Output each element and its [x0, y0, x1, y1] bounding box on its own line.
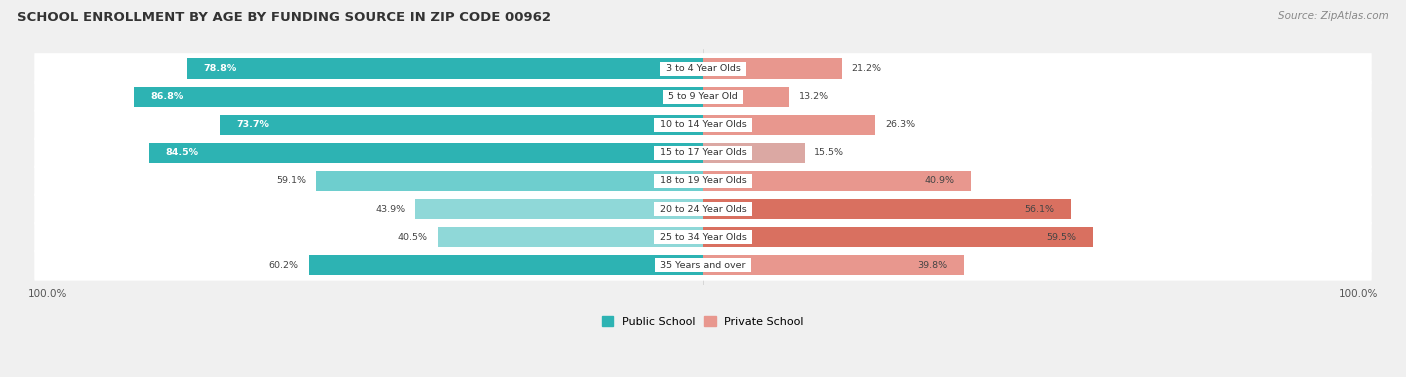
Bar [437, 227, 703, 247]
Text: 18 to 19 Year Olds: 18 to 19 Year Olds [657, 176, 749, 185]
Bar [703, 255, 963, 275]
Text: 15 to 17 Year Olds: 15 to 17 Year Olds [657, 148, 749, 157]
FancyBboxPatch shape [34, 193, 1372, 224]
Text: 59.1%: 59.1% [276, 176, 307, 185]
Bar [703, 115, 876, 135]
Text: 60.2%: 60.2% [269, 261, 298, 270]
Text: 20 to 24 Year Olds: 20 to 24 Year Olds [657, 204, 749, 213]
FancyBboxPatch shape [34, 250, 1372, 280]
Bar [703, 58, 842, 79]
Text: Source: ZipAtlas.com: Source: ZipAtlas.com [1278, 11, 1389, 21]
Text: 40.9%: 40.9% [925, 176, 955, 185]
Text: 84.5%: 84.5% [166, 148, 198, 157]
Text: 39.8%: 39.8% [917, 261, 948, 270]
Text: SCHOOL ENROLLMENT BY AGE BY FUNDING SOURCE IN ZIP CODE 00962: SCHOOL ENROLLMENT BY AGE BY FUNDING SOUR… [17, 11, 551, 24]
FancyBboxPatch shape [34, 166, 1372, 196]
Text: 35 Years and over: 35 Years and over [657, 261, 749, 270]
FancyBboxPatch shape [34, 137, 1372, 168]
Bar [415, 199, 703, 219]
Text: 10 to 14 Year Olds: 10 to 14 Year Olds [657, 120, 749, 129]
Text: 21.2%: 21.2% [852, 64, 882, 73]
Bar [187, 58, 703, 79]
Text: 15.5%: 15.5% [814, 148, 845, 157]
FancyBboxPatch shape [34, 81, 1372, 112]
Bar [703, 171, 972, 191]
Text: 78.8%: 78.8% [202, 64, 236, 73]
Legend: Public School, Private School: Public School, Private School [598, 312, 808, 331]
Bar [703, 87, 790, 107]
Text: 3 to 4 Year Olds: 3 to 4 Year Olds [662, 64, 744, 73]
FancyBboxPatch shape [34, 53, 1372, 84]
FancyBboxPatch shape [34, 222, 1372, 253]
Text: 86.8%: 86.8% [150, 92, 184, 101]
FancyBboxPatch shape [34, 109, 1372, 140]
Bar [316, 171, 703, 191]
Text: 25 to 34 Year Olds: 25 to 34 Year Olds [657, 233, 749, 242]
Bar [308, 255, 703, 275]
Text: 40.5%: 40.5% [398, 233, 427, 242]
Bar [221, 115, 703, 135]
Bar [149, 143, 703, 163]
Bar [703, 143, 804, 163]
Text: 56.1%: 56.1% [1024, 204, 1054, 213]
Bar [703, 227, 1092, 247]
Text: 26.3%: 26.3% [886, 120, 915, 129]
Text: 13.2%: 13.2% [800, 92, 830, 101]
Text: 5 to 9 Year Old: 5 to 9 Year Old [665, 92, 741, 101]
Bar [134, 87, 703, 107]
Text: 73.7%: 73.7% [236, 120, 270, 129]
Text: 59.5%: 59.5% [1046, 233, 1077, 242]
Text: 43.9%: 43.9% [375, 204, 405, 213]
Bar [703, 199, 1070, 219]
